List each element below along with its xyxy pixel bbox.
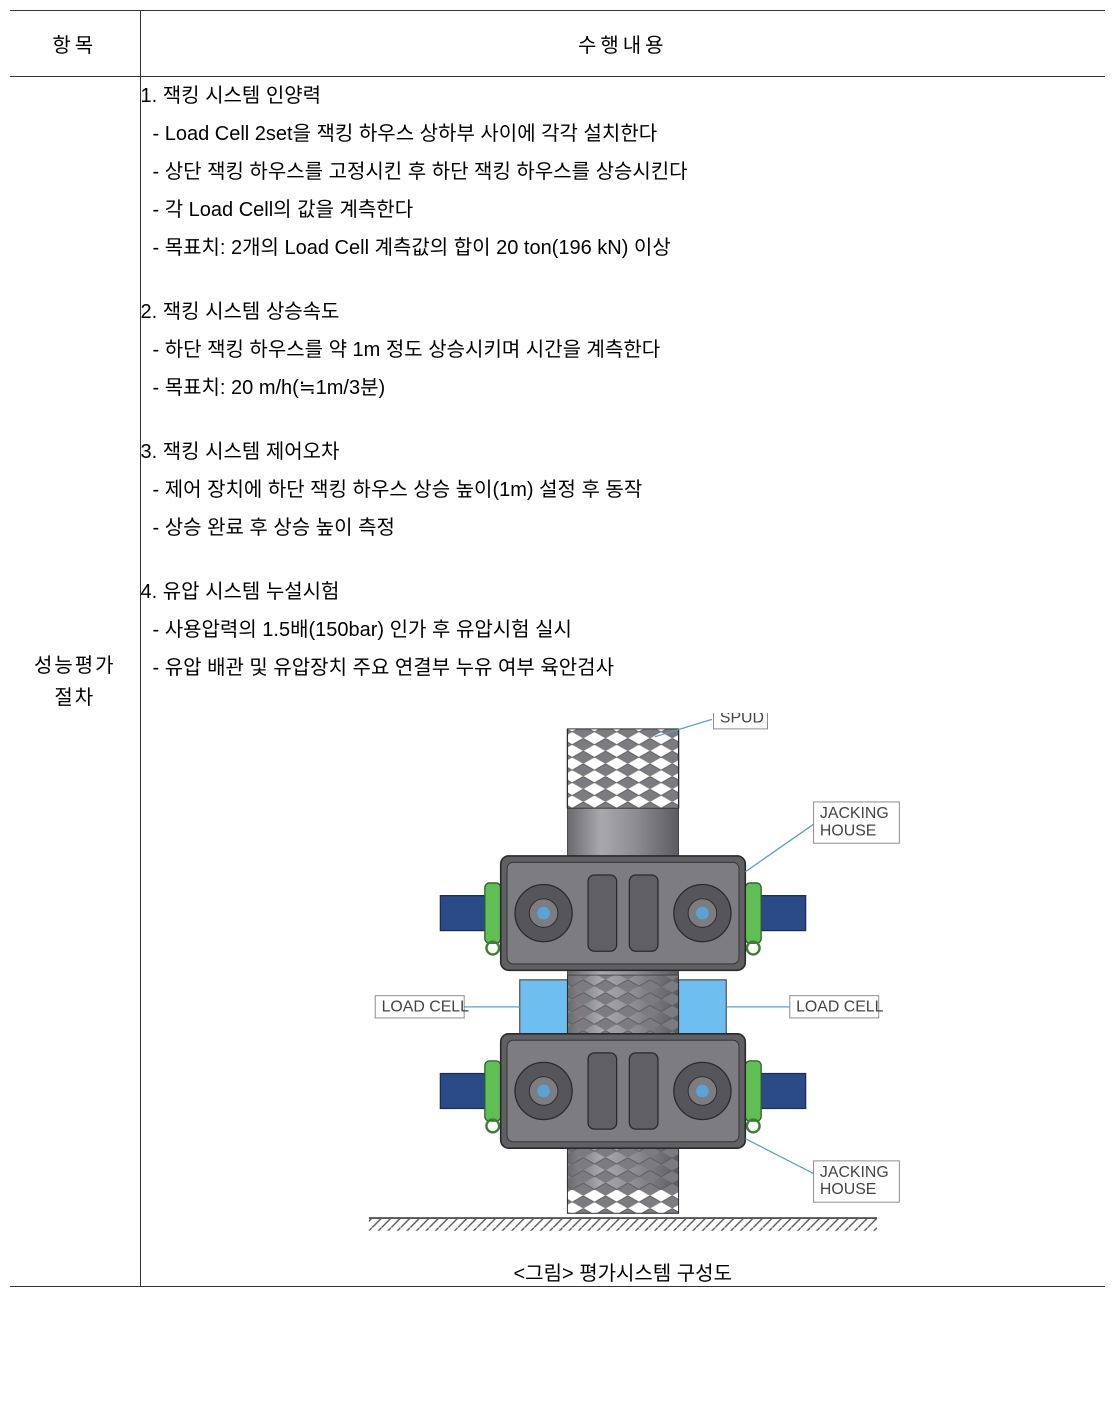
svg-text:HOUSE: HOUSE [820, 822, 876, 839]
spec-table: 항목 수행내용 성능평가 절차 1. 잭킹 시스템 인양력 - Load Cel… [10, 10, 1105, 1287]
content-cell: 1. 잭킹 시스템 인양력 - Load Cell 2set을 잭킹 하우스 상… [140, 77, 1105, 1287]
upper-jacking-house [440, 856, 805, 970]
header-col1: 항목 [10, 11, 140, 77]
label-loadcell-left: LOAD CELL [381, 999, 469, 1016]
jacking-system-diagram: SPUD JACKING HOUSE JACKING HOUSE LOAD CE… [303, 713, 943, 1253]
row-label-line1: 성능평가 [34, 655, 116, 677]
section-bullet: - 각 Load Cell의 값을 계측한다 [141, 191, 1106, 229]
section-bullet: - Load Cell 2set을 잭킹 하우스 상하부 사이에 각각 설치한다 [141, 115, 1106, 153]
svg-text:JACKING: JACKING [820, 1164, 889, 1181]
section-3: 3. 잭킹 시스템 제어오차 - 제어 장치에 하단 잭킹 하우스 상승 높이(… [141, 433, 1106, 547]
row-label-line2: 절차 [54, 687, 95, 709]
section-heading: 3. 잭킹 시스템 제어오차 [141, 433, 1106, 471]
section-bullet: - 상단 잭킹 하우스를 고정시킨 후 하단 잭킹 하우스를 상승시킨다 [141, 153, 1106, 191]
section-bullet: - 사용압력의 1.5배(150bar) 인가 후 유압시험 실시 [141, 611, 1106, 649]
row-label-cell: 성능평가 절차 [10, 77, 140, 1287]
section-4: 4. 유압 시스템 누설시험 - 사용압력의 1.5배(150bar) 인가 후… [141, 573, 1106, 687]
figure-caption: <그림> 평가시스템 구성도 [141, 1257, 1106, 1286]
section-bullet: - 상승 완료 후 상승 높이 측정 [141, 509, 1106, 547]
section-bullet: - 목표치: 2개의 Load Cell 계측값의 합이 20 ton(196 … [141, 229, 1106, 267]
lower-jacking-house [440, 1034, 805, 1148]
svg-text:JACKING: JACKING [820, 805, 889, 822]
section-1: 1. 잭킹 시스템 인양력 - Load Cell 2set을 잭킹 하우스 상… [141, 77, 1106, 267]
svg-text:HOUSE: HOUSE [820, 1181, 876, 1198]
section-heading: 2. 잭킹 시스템 상승속도 [141, 293, 1106, 331]
section-bullet: - 제어 장치에 하단 잭킹 하우스 상승 높이(1m) 설정 후 동작 [141, 471, 1106, 509]
section-bullet: - 유압 배관 및 유압장치 주요 연결부 누유 여부 육안검사 [141, 649, 1106, 687]
figure-container: SPUD JACKING HOUSE JACKING HOUSE LOAD CE… [141, 713, 1106, 1286]
section-2: 2. 잭킹 시스템 상승속도 - 하단 잭킹 하우스를 약 1m 정도 상승시키… [141, 293, 1106, 407]
section-heading: 1. 잭킹 시스템 인양력 [141, 77, 1106, 115]
label-loadcell-right: LOAD CELL [796, 999, 884, 1016]
header-col2: 수행내용 [140, 11, 1105, 77]
section-bullet: - 하단 잭킹 하우스를 약 1m 정도 상승시키며 시간을 계측한다 [141, 331, 1106, 369]
section-heading: 4. 유압 시스템 누설시험 [141, 573, 1106, 611]
label-spud: SPUD [720, 713, 764, 727]
section-bullet: - 목표치: 20 m/h(≒1m/3분) [141, 369, 1106, 407]
